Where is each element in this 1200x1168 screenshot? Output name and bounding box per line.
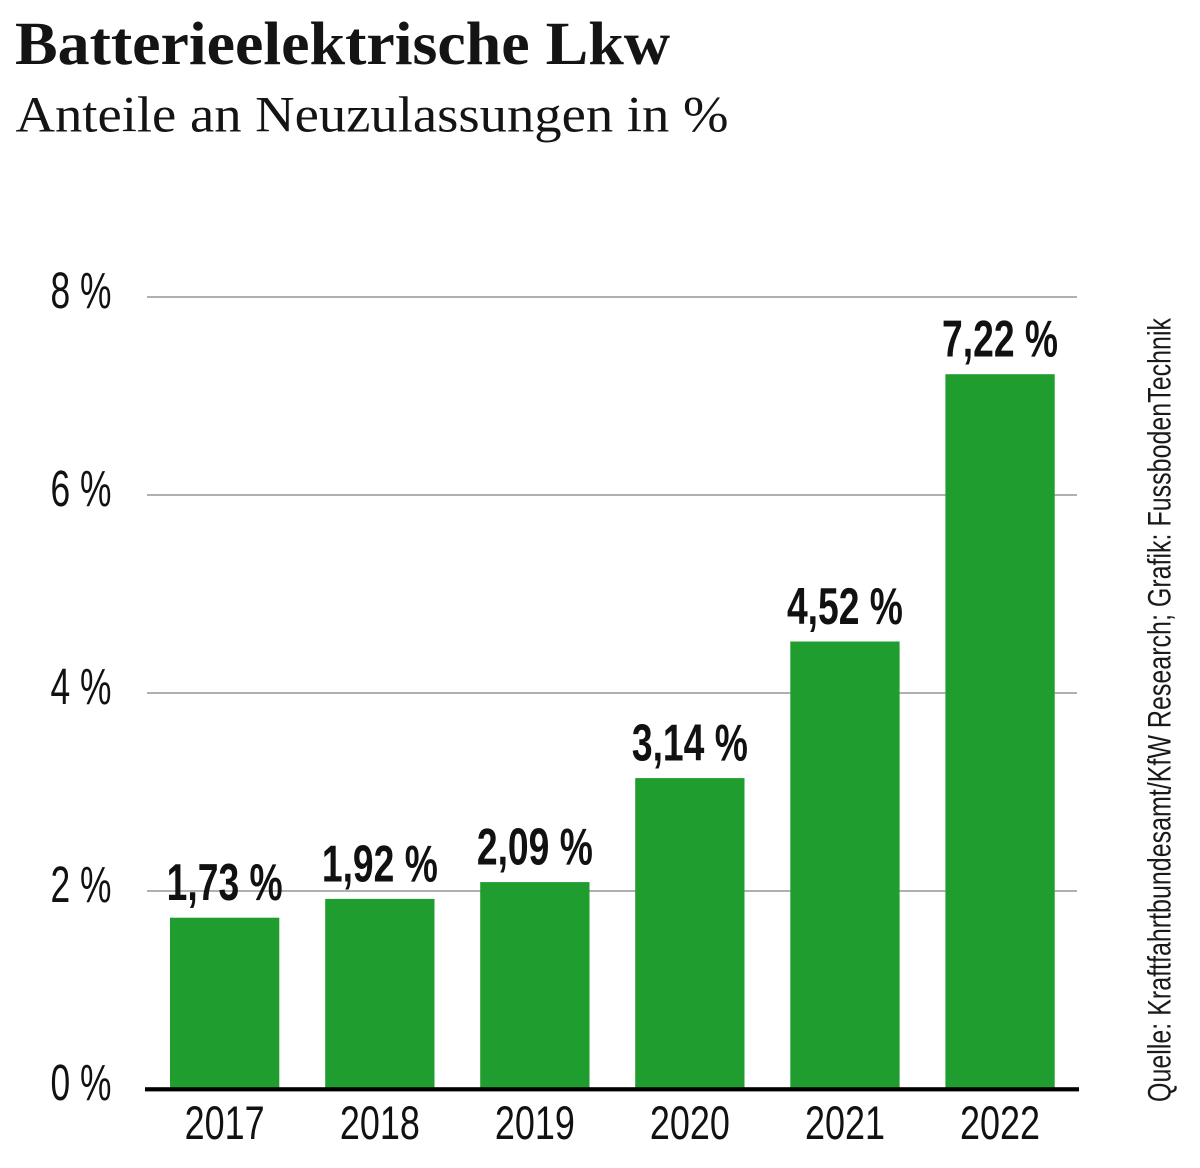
svg-text:6 %: 6 % — [51, 460, 112, 517]
svg-text:2020: 2020 — [650, 1097, 730, 1150]
svg-text:7,22 %: 7,22 % — [942, 310, 1058, 368]
svg-text:2 %: 2 % — [51, 856, 112, 913]
svg-text:1,73 %: 1,73 % — [167, 853, 283, 911]
svg-text:0 %: 0 % — [51, 1054, 112, 1111]
svg-text:2017: 2017 — [185, 1097, 265, 1150]
svg-text:2,09 %: 2,09 % — [477, 818, 593, 876]
svg-text:2021: 2021 — [805, 1097, 885, 1150]
svg-text:Batterieelektrische Lkw: Batterieelektrische Lkw — [15, 10, 671, 78]
svg-text:Quelle: Kraftfahrtbundesamt/Kf: Quelle: Kraftfahrtbundesamt/KfW Research… — [1142, 317, 1178, 1102]
svg-text:2019: 2019 — [495, 1097, 575, 1150]
svg-text:4 %: 4 % — [51, 658, 112, 715]
svg-text:2018: 2018 — [340, 1097, 420, 1150]
svg-text:8 %: 8 % — [51, 262, 112, 319]
svg-text:4,52 %: 4,52 % — [787, 577, 903, 635]
svg-text:1,92 %: 1,92 % — [322, 834, 438, 892]
svg-text:Anteile an Neuzulassungen in %: Anteile an Neuzulassungen in % — [16, 88, 729, 144]
svg-text:3,14 %: 3,14 % — [632, 714, 748, 772]
svg-text:2022: 2022 — [960, 1097, 1040, 1150]
